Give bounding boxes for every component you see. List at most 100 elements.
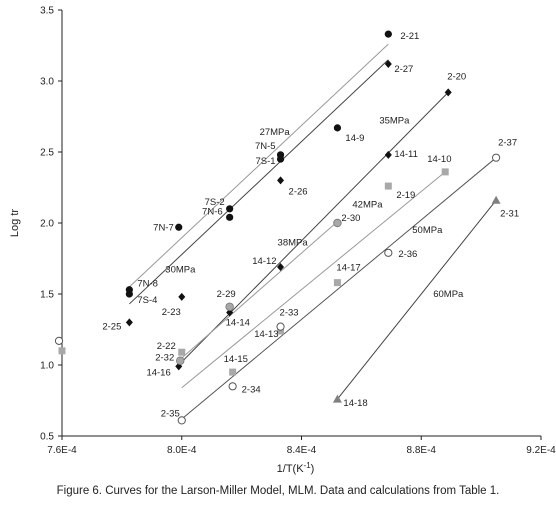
x-tick-label: 8.0E-4 [167, 445, 197, 456]
point-label: 14-11 [394, 149, 418, 160]
data-point [277, 263, 285, 272]
data-point [178, 348, 186, 356]
data-point [225, 302, 234, 311]
y-tick-label: 3.5 [40, 6, 54, 17]
point-label: 7N-8 [137, 279, 158, 290]
x-tick-label: 7.6E-4 [47, 445, 77, 456]
point-label: 2-36 [398, 249, 417, 260]
fit-line [129, 43, 389, 288]
y-tick-label: 1.0 [40, 361, 54, 372]
data-point [276, 155, 285, 163]
fit-line [181, 171, 446, 389]
point-label: 2-19 [396, 190, 415, 201]
point-label: 14-15 [224, 354, 248, 365]
x-tick-label: 8.8E-4 [407, 445, 437, 456]
point-label: 7N-5 [255, 141, 276, 152]
data-point [229, 368, 237, 376]
point-label: 2-37 [498, 138, 517, 149]
point-label: 14-16 [146, 367, 170, 378]
fit-line-label: 35MPa [379, 116, 410, 127]
data-point [332, 394, 342, 403]
fit-line [178, 92, 449, 366]
point-label: 14-14 [226, 317, 250, 328]
data-point [277, 176, 285, 185]
fit-line [179, 221, 338, 360]
x-axis-title-close: ) [311, 463, 315, 475]
data-point [228, 382, 237, 391]
data-point [175, 223, 183, 231]
data-point [277, 327, 285, 335]
data-point [276, 322, 285, 331]
x-axis-title-superscript: -1 [304, 461, 312, 470]
y-tick-label: 1.5 [40, 290, 54, 301]
x-tick-label: 8.4E-4 [287, 445, 317, 456]
point-label: 7N-7 [153, 222, 174, 233]
point-label: 7S-4 [137, 295, 157, 306]
data-point [384, 59, 392, 68]
fit-line [337, 199, 497, 400]
data-point [125, 290, 133, 298]
point-label: 14-17 [336, 263, 360, 274]
point-label: 14-12 [252, 256, 276, 267]
point-label: 2-29 [217, 289, 236, 300]
y-tick-label: 3.0 [40, 77, 54, 88]
data-point [178, 292, 186, 301]
data-point [226, 205, 234, 213]
data-point [177, 416, 186, 425]
point-label: 14-13 [254, 329, 278, 340]
point-label: 2-35 [161, 408, 180, 419]
fit-line-label: 60MPa [433, 289, 464, 300]
point-label: 14-18 [343, 398, 367, 409]
data-point [441, 168, 449, 176]
point-label: 2-33 [280, 308, 299, 319]
fit-line-label: 38MPa [278, 238, 309, 249]
data-point [176, 356, 185, 365]
point-label: 7N-6 [202, 206, 223, 217]
chart-canvas: 0.5 1.0 1.5 2.0 2.5 3.0 3.5 7.6E-4 8.0E-4 8.4E-4 8… [9, 6, 556, 476]
data-point [226, 213, 234, 221]
point-label: 2-20 [447, 71, 466, 82]
x-axis-title: 1/T(K-1) [277, 461, 315, 475]
y-tick-label: 0.5 [40, 432, 54, 443]
data-point [54, 336, 64, 345]
fit-line-label: 50MPa [412, 225, 443, 236]
data-point [384, 182, 392, 190]
data-point [58, 347, 66, 355]
y-axis-title: Log tr [9, 209, 21, 237]
data-point [333, 218, 342, 228]
point-label: 2-31 [500, 208, 519, 219]
fit-line [129, 59, 389, 305]
data-point [491, 153, 501, 162]
point-label: 2-25 [102, 321, 121, 332]
fit-line-label: 42MPa [352, 199, 383, 210]
data-point [491, 195, 501, 204]
fit-line-label: 27MPa [260, 127, 291, 138]
data-point [384, 248, 393, 257]
y-tick-label: 2.5 [40, 148, 54, 159]
data-point [384, 30, 392, 38]
fit-line-label: 30MPa [165, 265, 196, 276]
x-tick-label: 9.2E-4 [526, 445, 556, 456]
point-label: 7S-1 [255, 156, 275, 167]
data-point [333, 279, 341, 287]
axes-group: 0.5 1.0 1.5 2.0 2.5 3.0 3.5 7.6E-4 8.0E-4 8.4E-4 8… [9, 6, 556, 476]
data-point [384, 150, 392, 159]
y-tick-label: 2.0 [40, 219, 54, 230]
point-label: 2-32 [155, 353, 174, 364]
point-label: 2-21 [400, 31, 419, 42]
data-point [333, 124, 342, 132]
point-label: 2-26 [289, 186, 308, 197]
point-label: 7S-2 [205, 197, 225, 208]
data-points-group [54, 30, 501, 425]
data-point [125, 318, 133, 327]
point-label: 2-30 [341, 213, 360, 224]
data-point [444, 88, 452, 97]
point-label: 2-34 [242, 384, 261, 395]
point-label: 14-9 [345, 133, 364, 144]
figure-caption: Figure 6. Curves for the Larson-Miller M… [56, 485, 500, 497]
point-label: 14-10 [427, 154, 451, 165]
point-label: 2-23 [162, 307, 181, 318]
point-label: 2-27 [394, 64, 413, 75]
annotations-group: 7N-8 7S-4 7N-7 7S-27N-6 7N-5 7S-1 14-9 2-21 2-25… [102, 31, 519, 419]
point-label: 2-22 [157, 341, 176, 352]
